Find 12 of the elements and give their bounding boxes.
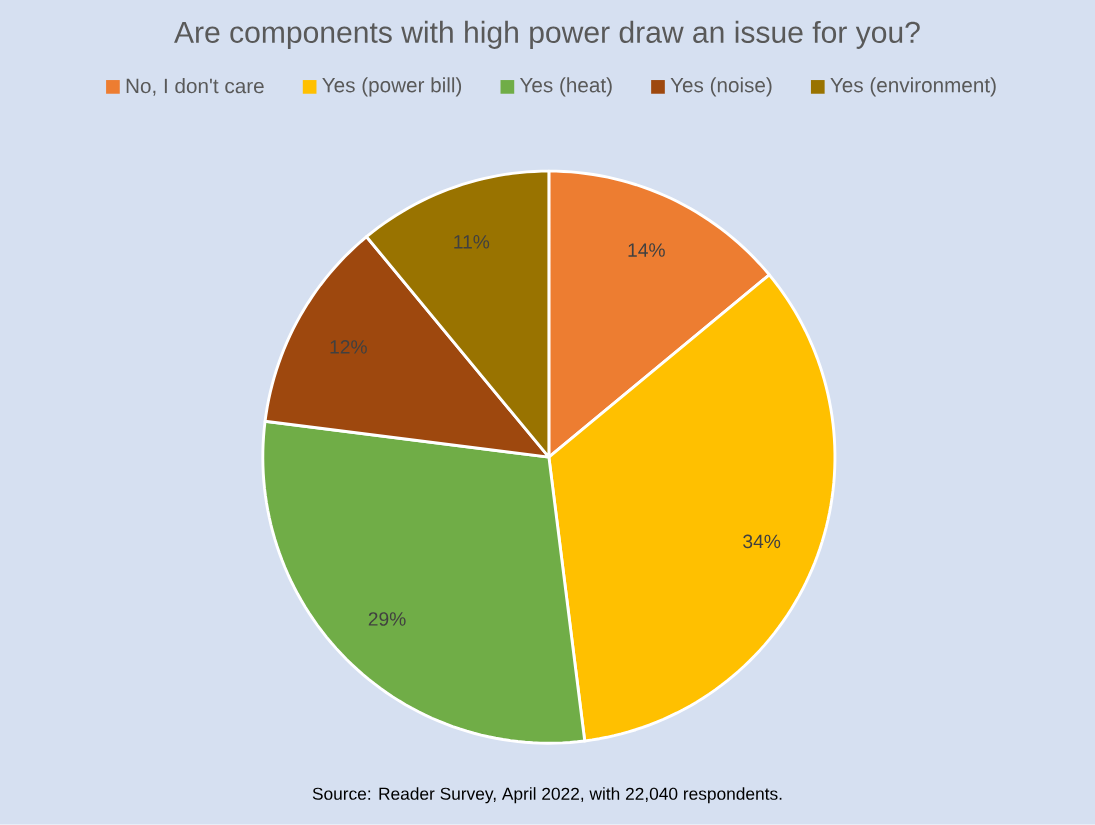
data-label: 34%	[743, 534, 781, 549]
legend-label: Yes (noise)	[670, 77, 772, 97]
legend-label: No, I don't care	[126, 78, 264, 96]
data-label: 14%	[628, 243, 665, 257]
legend-label: Yes (heat)	[519, 77, 612, 97]
source-note: Source: Reader Survey, April 2022, with 22,040 respondents.	[312, 787, 782, 804]
data-label: 12%	[330, 340, 367, 354]
data-label: 11%	[454, 235, 490, 249]
legend-label: Yes (power bill)	[322, 77, 462, 97]
chart-title: Are components with high power draw an issue for you?	[174, 21, 920, 50]
legend-label: Yes (environment)	[830, 77, 996, 97]
data-label: 29%	[368, 612, 406, 626]
